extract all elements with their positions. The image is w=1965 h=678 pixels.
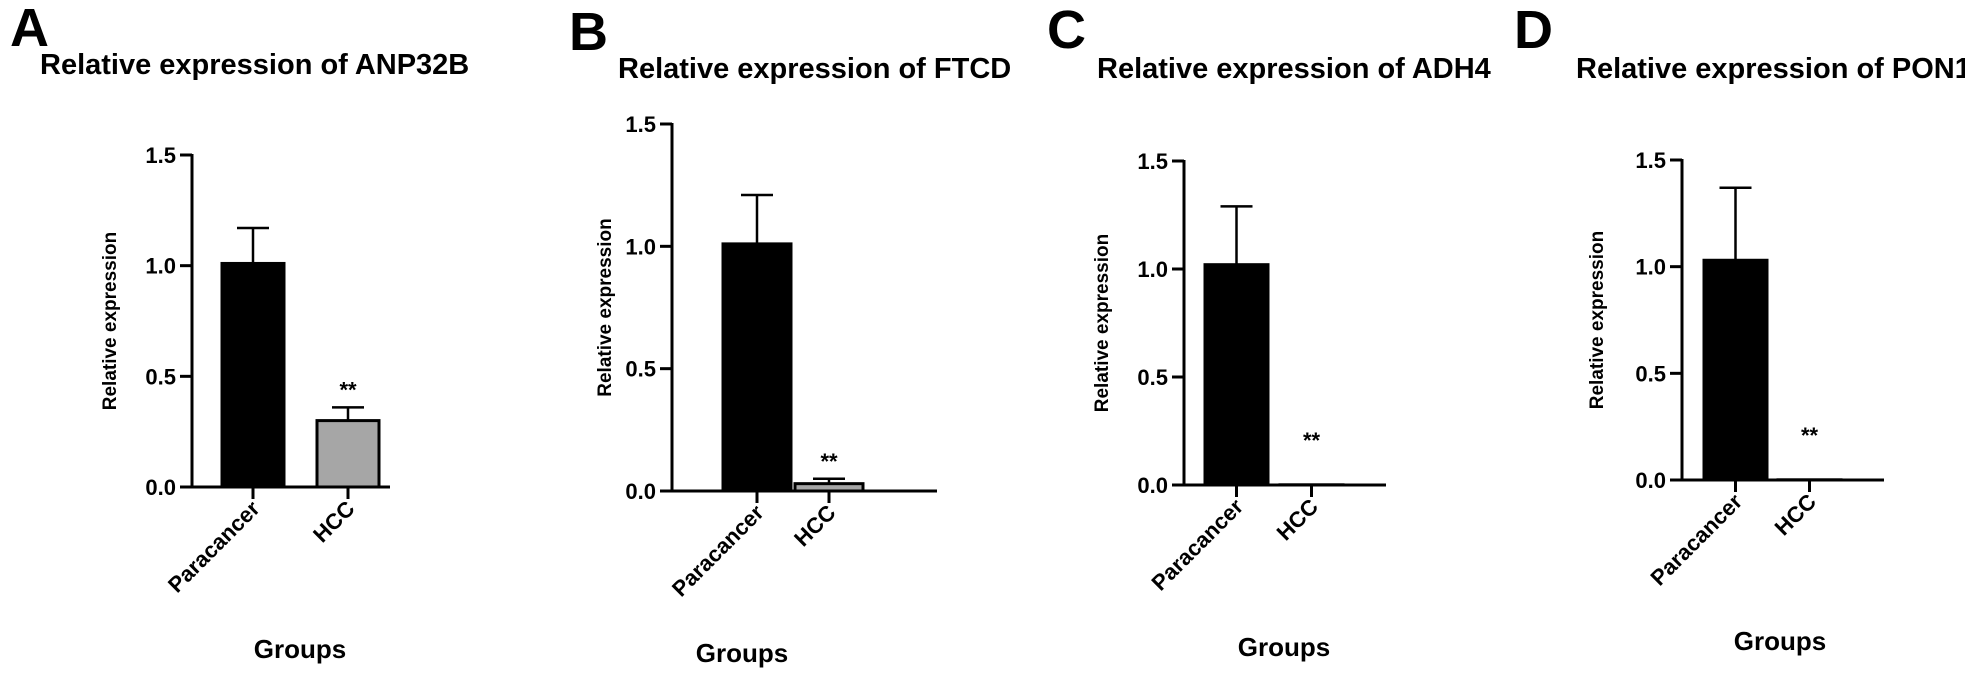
y-tick-label: 1.0	[1635, 255, 1666, 280]
category-label: HCC	[1272, 494, 1323, 545]
x-axis-title: Groups	[696, 638, 788, 668]
chart-title: Relative expression of ADH4	[1097, 53, 1491, 85]
category-label: HCC	[1770, 489, 1821, 540]
chart-panel-b: B Relative expression of FTCD ** 0.0 0.5 1.0 1…	[569, 2, 1011, 668]
y-axis-title: Relative expression	[100, 232, 121, 410]
panel-letter: D	[1514, 0, 1553, 60]
y-tick-label: 1.0	[145, 254, 176, 279]
significance-label: **	[339, 377, 357, 402]
y-tick-label: 0.0	[145, 475, 176, 500]
chart-title: Relative expression of ANP32B	[40, 49, 469, 81]
y-tick-label: 0.0	[1635, 468, 1666, 493]
chart-title: Relative expression of PON1	[1576, 53, 1965, 85]
chart-panel-c: C Relative expression of ADH4 ** 0.0 0.5 1.0 1…	[1047, 0, 1491, 662]
panel-letter: A	[10, 0, 49, 58]
bar-paracancer	[1203, 263, 1270, 487]
category-label: Paracancer	[667, 500, 769, 602]
panel-letter: C	[1047, 0, 1086, 60]
bar-paracancer	[220, 261, 286, 489]
y-tick-label: 1.5	[1137, 149, 1168, 174]
y-tick-label: 1.5	[145, 143, 176, 168]
significance-label: **	[1303, 428, 1321, 453]
x-axis-title: Groups	[1238, 632, 1330, 662]
y-axis-title: Relative expression	[1587, 231, 1608, 409]
chart-title: Relative expression of FTCD	[618, 53, 1011, 85]
bar-paracancer	[721, 242, 793, 493]
x-axis-title: Groups	[254, 634, 346, 664]
y-tick-label: 1.5	[1635, 148, 1666, 173]
significance-label: **	[820, 449, 838, 474]
category-label: HCC	[789, 500, 840, 551]
y-tick-label: 1.5	[625, 112, 656, 137]
bar-paracancer	[1702, 258, 1769, 482]
chart-panel-d: D Relative expression of PON1 ** 0.0 0.5 1.0 1…	[1514, 0, 1965, 656]
category-label: Paracancer	[163, 496, 265, 598]
y-axis-title: Relative expression	[1092, 234, 1113, 412]
panel-letter: B	[569, 2, 608, 62]
y-tick-label: 0.5	[145, 364, 176, 389]
y-tick-label: 0.0	[625, 479, 656, 504]
significance-label: **	[1801, 423, 1819, 448]
x-axis-title: Groups	[1734, 626, 1826, 656]
y-tick-label: 0.0	[1137, 473, 1168, 498]
bar-hcc	[315, 419, 381, 489]
y-tick-label: 1.0	[625, 234, 656, 259]
y-axis-title: Relative expression	[595, 218, 616, 396]
y-tick-label: 0.5	[625, 357, 656, 382]
category-label: HCC	[308, 496, 359, 547]
category-label: Paracancer	[1645, 489, 1747, 591]
y-tick-label: 1.0	[1137, 257, 1168, 282]
y-tick-label: 0.5	[1635, 361, 1666, 386]
category-label: Paracancer	[1146, 494, 1248, 596]
y-tick-label: 0.5	[1137, 365, 1168, 390]
